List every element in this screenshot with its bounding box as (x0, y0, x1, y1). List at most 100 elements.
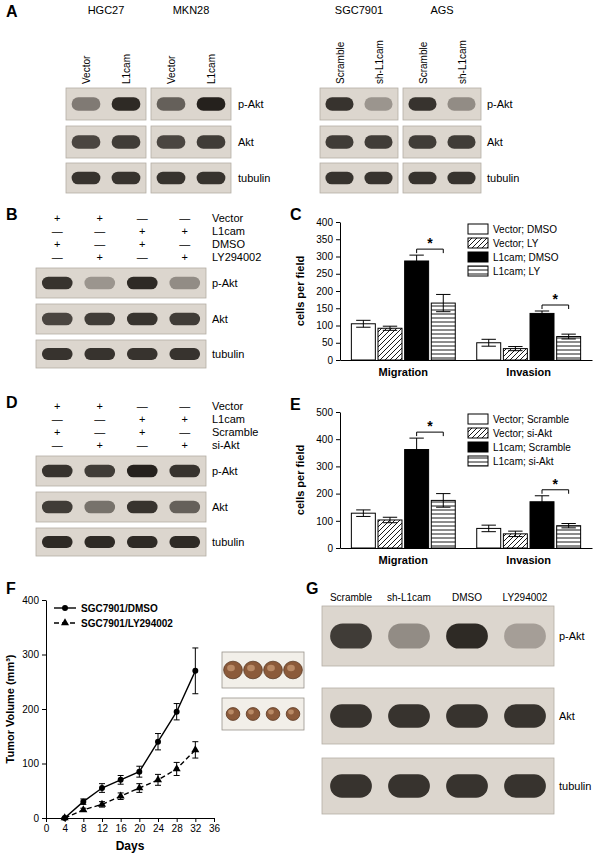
blot-band (325, 97, 353, 110)
legend-swatch (468, 428, 488, 438)
y-axis: 050100150200250300350400 (316, 217, 340, 366)
axis-line (341, 548, 593, 549)
tick-mark (42, 709, 46, 710)
photo-frame (222, 652, 304, 688)
lane-label: Vector (166, 55, 177, 84)
error-bar (80, 799, 86, 804)
blot-band (504, 623, 546, 648)
tick-label: 0 (44, 823, 50, 834)
blot-band (325, 135, 353, 148)
error-bar (436, 494, 450, 508)
condition-sign: + (182, 413, 188, 425)
plot-marks (351, 438, 580, 548)
bar (378, 520, 402, 548)
legend-label: L1cam; DMSO (493, 252, 559, 263)
tick-label: 200 (22, 704, 39, 715)
legend-label: L1cam; Scramble (493, 442, 571, 453)
blot-background (322, 758, 554, 814)
axis-line (46, 601, 47, 819)
error-bar (561, 334, 575, 339)
panel-label: G (306, 580, 318, 597)
blot-background (36, 268, 206, 298)
blot-band (408, 135, 436, 148)
marker (191, 745, 199, 752)
blot-band (330, 704, 372, 728)
blot-band (84, 348, 115, 360)
axis-line (47, 818, 215, 819)
tick: 16 (116, 818, 128, 834)
legend-label: Vector; DMSO (493, 224, 557, 235)
blot-background (36, 456, 206, 486)
tick-label: 4 (62, 823, 68, 834)
blot-band (112, 97, 141, 110)
blot-background (320, 126, 398, 158)
tick-mark (336, 548, 340, 549)
panel-label: E (290, 396, 301, 413)
blot-background (151, 126, 231, 158)
tick-label: 16 (116, 823, 128, 834)
tick-label: 250 (316, 268, 333, 279)
blot-background (36, 304, 206, 334)
legend-marker (62, 605, 68, 611)
row-label: p-Akt (238, 98, 264, 110)
blot-background (403, 163, 481, 193)
condition-sign: — (179, 238, 190, 250)
blot-band (388, 704, 430, 728)
tick-mark (42, 818, 46, 819)
panel-g: Gp-AktAkttubulinScramblesh-L1camDMSOLY29… (306, 580, 591, 814)
blot-band (42, 536, 73, 548)
tick: 150 (316, 303, 340, 314)
tick-label: 50 (322, 337, 334, 348)
tick-mark (336, 239, 340, 240)
tick-mark (336, 494, 340, 495)
blot-band (84, 465, 115, 478)
blot-band (447, 172, 475, 185)
error-bar (409, 438, 423, 461)
tumor (284, 661, 303, 679)
tick-mark (336, 343, 340, 344)
blot-background (403, 88, 481, 120)
marker (98, 800, 106, 807)
marker (79, 805, 87, 812)
blot-band (169, 313, 200, 326)
tick: 250 (316, 268, 340, 279)
lane-label: Scramble (335, 41, 346, 84)
legend-label: Vector; LY (493, 238, 539, 249)
error-bar (561, 524, 575, 528)
tumor-highlight (248, 710, 254, 715)
x-axis: 04812162024283236 (44, 818, 221, 834)
tumor-highlight (287, 665, 295, 672)
tick-label: 0 (327, 355, 333, 366)
tick: 0 (33, 813, 46, 824)
condition-sign: — (137, 251, 148, 263)
panel-label: D (6, 394, 18, 411)
tick-label: 500 (316, 407, 333, 418)
tumor (226, 708, 240, 721)
tick-label: 200 (316, 488, 333, 499)
marker (192, 668, 198, 674)
blot-band (157, 97, 186, 110)
tick: 400 (316, 217, 340, 228)
blot-band (169, 465, 200, 478)
legend-swatch (468, 224, 488, 234)
blot-band (84, 313, 115, 326)
group-title: MKN28 (173, 4, 210, 16)
blot-band (446, 623, 488, 648)
condition-sign: — (52, 413, 63, 425)
blot-band (325, 172, 353, 185)
row-label: tubulin (212, 348, 244, 360)
lane-label: sh-L1cam (457, 40, 468, 84)
condition-label: DMSO (212, 238, 245, 250)
blot-band (447, 135, 475, 148)
significance-label: * (553, 476, 559, 492)
lane-label: L1cam (121, 54, 132, 84)
tick-label: 200 (316, 286, 333, 297)
blot-band (408, 97, 436, 110)
tick-mark (336, 466, 340, 467)
condition-sign: — (179, 426, 190, 438)
condition-sign: + (139, 238, 145, 250)
error-bar (535, 496, 549, 508)
row-label: Akt (212, 313, 228, 325)
blot-band (169, 277, 200, 290)
group-title: HGC27 (88, 4, 125, 16)
